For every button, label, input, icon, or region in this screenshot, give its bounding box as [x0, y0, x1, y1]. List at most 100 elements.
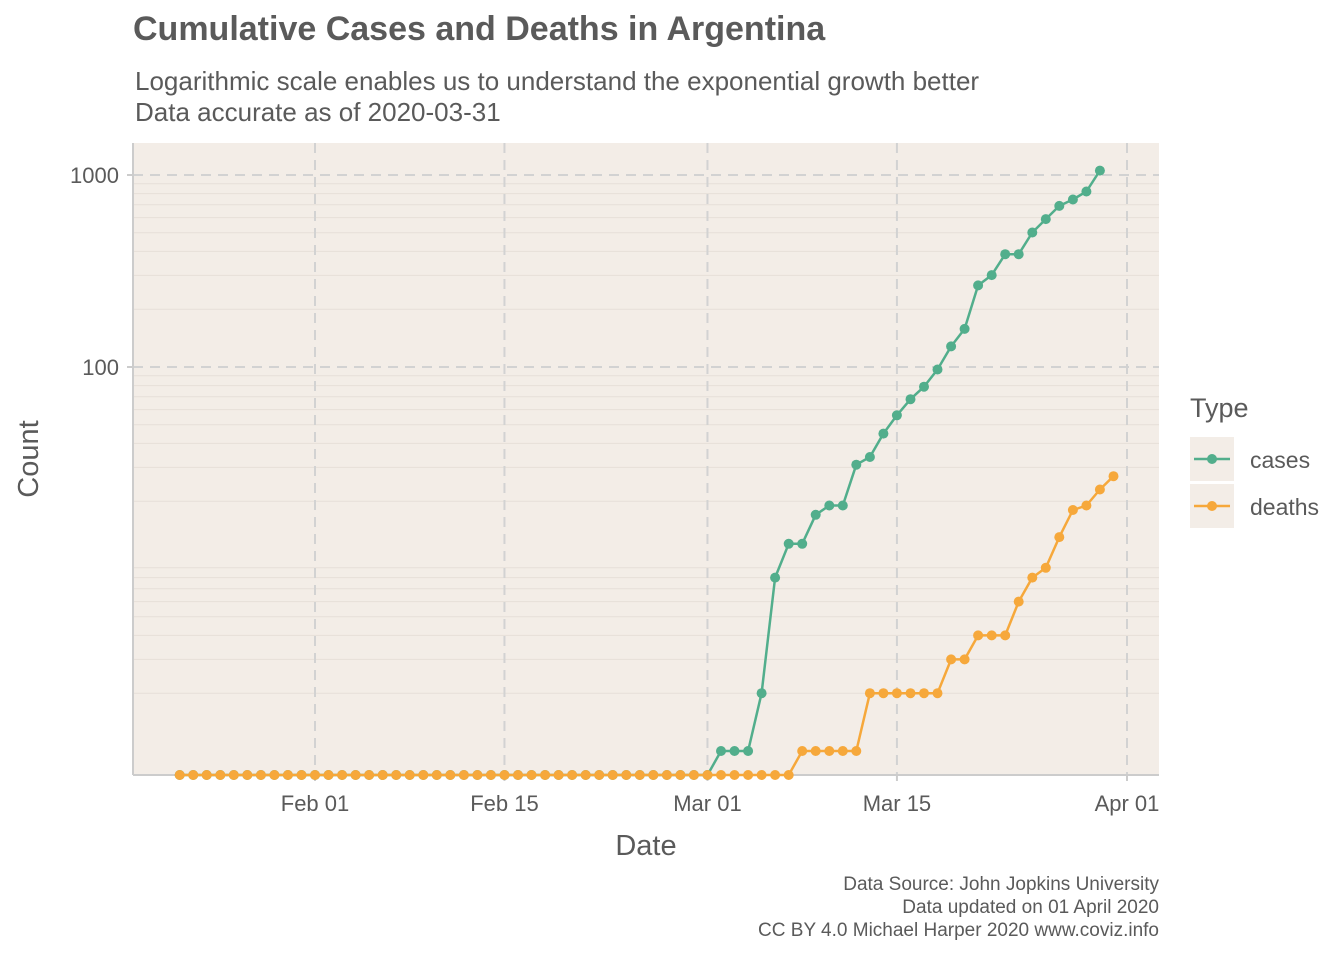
data-point-cases: [851, 459, 862, 470]
data-point-deaths: [634, 770, 645, 780]
data-point-deaths: [864, 688, 875, 699]
data-point-deaths: [743, 770, 754, 780]
data-point-deaths: [783, 770, 794, 780]
legend-label-cases: cases: [1250, 447, 1310, 473]
data-point-deaths: [499, 770, 510, 780]
legend-title: Type: [1190, 393, 1249, 423]
legend: Type cases deaths: [1190, 393, 1319, 528]
data-point-cases: [946, 341, 957, 352]
data-point-deaths: [607, 770, 618, 780]
data-point-deaths: [418, 770, 429, 780]
y-axis-ticks: 100 1000: [70, 163, 133, 380]
data-point-deaths: [567, 770, 578, 780]
data-point-cases: [1000, 249, 1011, 260]
data-point-deaths: [255, 770, 266, 780]
legend-key-deaths-dot: [1207, 501, 1217, 511]
data-point-deaths: [1000, 630, 1011, 641]
data-point-deaths: [1081, 500, 1092, 511]
x-tick-label: Mar 15: [863, 791, 931, 816]
data-point-cases: [1040, 214, 1051, 225]
data-point-deaths: [404, 770, 415, 780]
data-point-deaths: [756, 770, 767, 780]
data-point-deaths: [648, 770, 659, 780]
data-point-deaths: [1067, 505, 1078, 515]
data-point-cases: [932, 364, 943, 375]
data-point-cases: [864, 452, 875, 462]
data-point-deaths: [377, 770, 388, 780]
data-point-deaths: [391, 770, 402, 780]
data-point-deaths: [1054, 532, 1065, 543]
x-tick-label: Apr 01: [1095, 791, 1160, 816]
data-point-deaths: [1027, 572, 1038, 583]
x-tick-label: Mar 01: [673, 791, 741, 816]
data-point-deaths: [296, 770, 307, 780]
legend-label-deaths: deaths: [1250, 494, 1319, 520]
data-point-deaths: [1094, 484, 1105, 495]
data-point-deaths: [188, 770, 199, 780]
data-point-deaths: [215, 770, 226, 780]
data-point-deaths: [905, 688, 916, 699]
data-point-cases: [770, 572, 781, 583]
major-grid: [133, 143, 1159, 775]
data-point-deaths: [959, 654, 970, 665]
data-point-cases: [878, 428, 889, 439]
x-axis-title: Date: [615, 830, 676, 862]
data-point-deaths: [431, 770, 442, 780]
data-point-deaths: [174, 770, 185, 780]
data-point-deaths: [837, 746, 848, 756]
data-point-deaths: [878, 688, 889, 699]
plot-panel: [133, 143, 1159, 775]
data-point-cases: [837, 500, 848, 511]
data-point-deaths: [729, 770, 740, 780]
data-point-deaths: [797, 746, 808, 756]
data-point-cases: [756, 688, 767, 699]
data-point-deaths: [770, 770, 781, 780]
data-point-cases: [1027, 227, 1038, 238]
y-axis-title: Count: [13, 420, 45, 497]
data-point-cases: [891, 410, 902, 421]
data-point-deaths: [716, 770, 726, 780]
data-point-deaths: [242, 770, 253, 780]
data-point-cases: [743, 746, 754, 756]
caption-source: Data Source: John Jopkins University: [843, 874, 1159, 895]
data-point-cases: [905, 394, 916, 405]
subtitle-line-1: Logarithmic scale enables us to understa…: [135, 66, 980, 96]
series-line-deaths: [179, 475, 1115, 777]
data-point-cases: [919, 381, 929, 392]
data-point-deaths: [688, 770, 699, 780]
data-point-cases: [716, 746, 726, 756]
data-point-deaths: [594, 770, 605, 780]
data-point-deaths: [1040, 562, 1051, 573]
data-point-cases: [1081, 186, 1092, 197]
data-point-cases: [973, 280, 984, 291]
data-point-deaths: [580, 770, 591, 780]
data-point-deaths: [445, 770, 456, 780]
data-point-deaths: [810, 746, 821, 756]
caption-license: CC BY 4.0 Michael Harper 2020 www.coviz.…: [758, 920, 1159, 941]
data-point-deaths: [364, 770, 375, 780]
data-point-cases: [783, 538, 794, 549]
data-point-deaths: [540, 770, 551, 780]
data-point-deaths: [891, 688, 902, 699]
data-point-deaths: [824, 746, 835, 756]
data-point-deaths: [323, 770, 334, 780]
subtitle-line-2: Data accurate as of 2020-03-31: [135, 97, 501, 127]
data-point-deaths: [553, 770, 564, 780]
data-point-deaths: [282, 770, 293, 780]
data-point-cases: [824, 500, 835, 511]
data-point-deaths: [702, 770, 713, 780]
legend-key-cases-dot: [1207, 454, 1217, 464]
data-point-deaths: [1013, 596, 1024, 607]
caption-updated: Data updated on 01 April 2020: [902, 897, 1159, 918]
data-point-deaths: [228, 770, 239, 780]
y-tick-label: 1000: [70, 163, 119, 188]
minor-grid: [133, 183, 1159, 694]
x-tick-label: Feb 15: [470, 791, 539, 816]
chart-title: Cumulative Cases and Deaths in Argentina: [133, 10, 826, 48]
data-point-cases: [959, 323, 970, 334]
data-point-cases: [986, 270, 997, 281]
data-point-deaths: [621, 770, 632, 780]
data-point-cases: [1013, 249, 1024, 260]
data-point-deaths: [526, 770, 537, 780]
